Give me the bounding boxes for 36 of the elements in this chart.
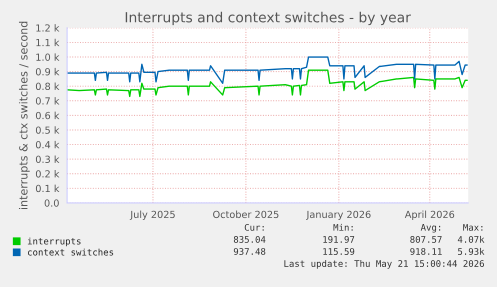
y-tick-label: 1.2 k <box>36 24 60 32</box>
y-tick-label: 0.0 <box>44 199 59 207</box>
y-tick-label: 0.6 k <box>36 112 60 120</box>
legend-label: interrupts <box>28 238 81 246</box>
y-tick-label: 0.9 k <box>36 68 60 76</box>
text: 4.07k <box>458 236 484 243</box>
text: Last update: Thu May 21 15:00:44 2026 <box>284 260 484 269</box>
x-tick-label: January 2026 <box>306 210 371 220</box>
y-axis-title: interrupts & ctx switches / second <box>18 22 30 209</box>
text: Min: <box>333 224 353 231</box>
chart-title: Interrupts and context switches - by year <box>126 12 411 26</box>
text: 918.11 <box>410 248 442 255</box>
y-tick-label: 0.2 k <box>36 170 60 178</box>
text: Cur: <box>244 224 264 231</box>
y-tick-label: 0.5 k <box>36 126 60 134</box>
y-tick-label: 1.0 k <box>36 53 60 61</box>
y-tick-label: 0.3 k <box>36 155 60 163</box>
line-series <box>67 69 468 98</box>
x-tick-label: October 2025 <box>213 210 278 218</box>
y-tick-label: 1.1 k <box>36 38 60 46</box>
text: 5.93k <box>458 248 484 255</box>
text: 807.57 <box>410 236 442 243</box>
legend-label: context switches <box>28 248 114 256</box>
y-tick-label: 0.1 k <box>36 184 60 192</box>
text: 835.04 <box>234 236 266 243</box>
y-tick-label: 0.8 k <box>36 82 60 90</box>
x-tick-label: April 2026 <box>404 210 454 220</box>
y-tick-label: 0.4 k <box>36 140 60 148</box>
y-tick-label: 0.7 k <box>36 97 60 105</box>
text: 937.48 <box>234 248 266 255</box>
line-series <box>67 56 468 84</box>
text: 115.59 <box>323 248 354 255</box>
text: 191.97 <box>323 236 354 243</box>
x-tick-label: July 2025 <box>130 210 175 220</box>
text: Avg: <box>420 224 440 233</box>
text: Max: <box>463 224 482 231</box>
